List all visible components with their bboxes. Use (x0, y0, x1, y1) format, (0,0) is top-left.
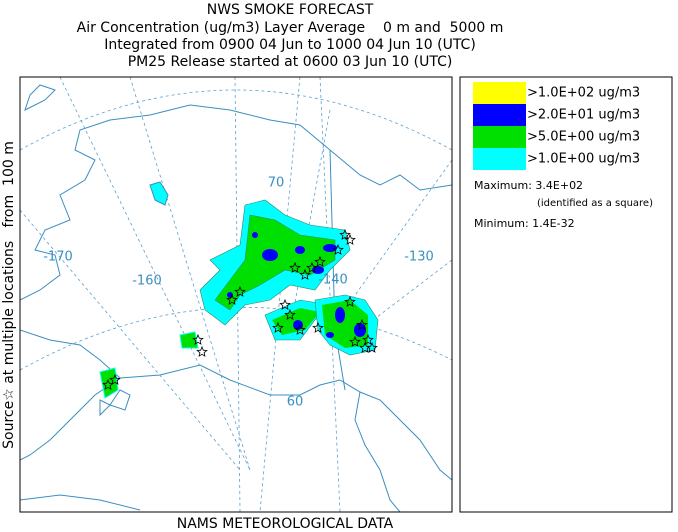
source-star (339, 228, 351, 240)
maximum: Maximum: 3.4E+02 (474, 179, 583, 192)
side-label: Source☆ at multiple locations from 100 m (1, 141, 17, 449)
legend-frame (459, 76, 673, 513)
source-star (349, 335, 361, 347)
source-star (332, 243, 344, 255)
source-star (344, 295, 356, 307)
source-star (306, 261, 318, 273)
source-star (109, 373, 121, 385)
grid-label: -140 (318, 273, 348, 288)
grid-label: -130 (404, 250, 434, 265)
source-markers (102, 228, 378, 390)
source-star (299, 268, 311, 280)
source-star (314, 255, 326, 267)
legend-swatch (473, 82, 526, 104)
grid-label: 60 (287, 395, 304, 410)
subtitle: Air Concentration (ug/m3) Layer Average … (77, 20, 504, 36)
source-star (289, 261, 301, 273)
footer: NAMS METEOROLOGICAL DATA (177, 516, 394, 532)
grid-label: -160 (132, 274, 162, 289)
source-star (234, 285, 246, 297)
legend-swatch (473, 104, 526, 126)
legend-swatch (473, 148, 526, 170)
legend-label: >1.0E+02 ug/m3 (527, 86, 640, 101)
source-star (284, 308, 296, 320)
legend-label: >2.0E+01 ug/m3 (527, 108, 640, 123)
source-star (294, 323, 306, 335)
source-star (362, 333, 374, 345)
source-star (359, 341, 371, 353)
minimum: Minimum: 1.4E-32 (474, 217, 575, 230)
title: NWS SMOKE FORECAST (207, 2, 374, 18)
source-star (344, 233, 356, 245)
source-star (226, 293, 238, 305)
source-star (192, 333, 204, 345)
source-star (272, 321, 284, 333)
maximum-note: (identified as a square) (537, 198, 653, 209)
grid-label: -170 (43, 250, 73, 265)
subtitle: PM25 Release started at 0600 03 Jun 10 (… (128, 54, 453, 70)
smoke-plume (99, 199, 379, 399)
source-star (356, 318, 368, 330)
map: -170 -160 -140 -130 70 60 (20, 77, 452, 512)
grid-label: 70 (268, 176, 285, 191)
legend: >1.0E+02 ug/m3 >2.0E+01 ug/m3 >5.0E+00 ug/… (473, 82, 640, 170)
source-star (279, 298, 291, 310)
legend-label: >1.0E+00 ug/m3 (527, 152, 640, 167)
subtitle: Integrated from 0900 04 Jun to 1000 04 J… (104, 37, 476, 53)
map-frame (19, 76, 453, 513)
legend-swatch (473, 126, 526, 148)
source-star (312, 321, 324, 333)
source-star (102, 378, 114, 390)
grid-labels: -170 -160 -140 -130 70 60 (43, 176, 434, 410)
legend-label: >5.0E+00 ug/m3 (527, 130, 640, 145)
source-star (196, 345, 208, 357)
